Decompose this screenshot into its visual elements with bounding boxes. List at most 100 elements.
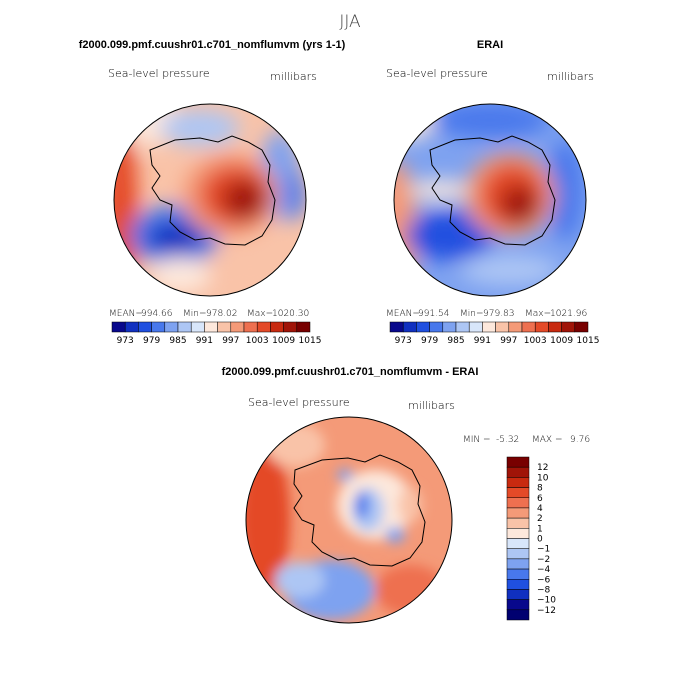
colorbar-tick-label: 1 xyxy=(537,524,543,534)
colorbar-tick-label: 997 xyxy=(222,336,239,346)
colorbar-tick-label: 12 xyxy=(537,463,548,473)
colorbar-tick-label: −8 xyxy=(537,585,551,595)
colorbar-swatch xyxy=(151,321,166,333)
colorbar-tick-label: 0 xyxy=(537,535,543,545)
colorbar-swatch xyxy=(455,321,470,333)
colorbar-swatch xyxy=(506,609,530,621)
colorbar-swatch xyxy=(506,548,530,560)
colorbar-tick-label: 979 xyxy=(143,336,160,346)
panel-obs: ERAI Sea-level pressure millibars MEAN= … xyxy=(386,39,600,346)
colorbar-tick-label: 979 xyxy=(421,336,438,346)
colorbar-tick-label: 991 xyxy=(474,336,491,346)
colorbar-swatch xyxy=(506,497,530,509)
colorbar-swatch xyxy=(561,321,576,333)
colorbar-swatch xyxy=(190,321,205,333)
panel-diff-units: millibars xyxy=(408,399,455,412)
panel-obs-mean-label: MEAN= xyxy=(386,309,420,319)
panel-model-mean-label: MEAN= xyxy=(109,309,143,319)
panel-model-max-label: Max= xyxy=(247,309,273,319)
colorbar-tick-label: −6 xyxy=(537,575,551,585)
panel-obs-title: ERAI xyxy=(477,39,503,51)
colorbar-tick-label: 985 xyxy=(169,336,186,346)
colorbar-swatch xyxy=(177,321,192,333)
panel-model-min: 978.02 xyxy=(206,309,238,319)
panel-model-mean: 994.66 xyxy=(141,309,173,319)
colorbar-tick-label: 997 xyxy=(500,336,517,346)
panel-obs-max: 1021.96 xyxy=(550,309,587,319)
colorbar-tick-label: 10 xyxy=(537,473,549,483)
colorbar-tick-label: 985 xyxy=(447,336,464,346)
colorbar-swatch xyxy=(506,589,530,600)
colorbar-swatch xyxy=(468,321,483,333)
colorbar-swatch xyxy=(124,321,139,333)
panel-model-map xyxy=(114,104,306,296)
colorbar-swatch xyxy=(482,321,496,333)
colorbar-tick-label: 973 xyxy=(117,336,134,346)
colorbar-swatch xyxy=(389,321,404,333)
panel-obs-min: 979.83 xyxy=(483,309,515,319)
colorbar-swatch xyxy=(506,517,530,529)
panel-obs-variable: Sea-level pressure xyxy=(386,67,488,80)
panel-model: f2000.099.pmf.cuushr01.c701_nomflumvm (y… xyxy=(79,39,346,346)
colorbar-tick-label: −12 xyxy=(537,606,556,616)
colorbar-swatch xyxy=(416,321,430,333)
colorbar-tick-label: 991 xyxy=(196,336,213,346)
colorbar-swatch xyxy=(506,599,530,611)
panel-diff-max-label: MAX = xyxy=(532,435,563,445)
panel-obs-map xyxy=(394,104,586,296)
colorbar-swatch xyxy=(506,466,530,478)
colorbar-swatch xyxy=(506,487,530,498)
colorbar-tick-label: 1015 xyxy=(577,336,600,346)
colorbar-swatch xyxy=(495,321,510,333)
colorbar-tick-label: −2 xyxy=(537,555,550,565)
panel-model-colorbar: 973 979 985 991 997 1003 1009 1015 xyxy=(111,321,321,346)
colorbar-tick-label: 1003 xyxy=(524,336,547,346)
panel-diff-min: -5.32 xyxy=(496,435,519,445)
antarctica-coastline xyxy=(293,454,426,567)
colorbar-swatch xyxy=(534,321,549,333)
colorbar-swatch xyxy=(508,321,523,333)
colorbar-swatch xyxy=(506,558,530,570)
colorbar-tick-label: 1003 xyxy=(246,336,269,346)
panel-obs-min-label: Min= xyxy=(460,309,484,319)
colorbar-swatch xyxy=(164,321,179,333)
panel-diff-min-label: MIN = xyxy=(463,435,491,445)
colorbar-tick-label: 6 xyxy=(537,494,543,504)
panel-diff-title: f2000.099.pmf.cuushr01.c701_nomflumvm - … xyxy=(222,366,479,378)
colorbar-tick-label: −1 xyxy=(537,545,550,555)
panel-model-max: 1020.30 xyxy=(272,309,309,319)
colorbar-swatch xyxy=(521,321,536,333)
colorbar-swatch xyxy=(283,321,298,333)
panel-diff-map xyxy=(246,417,452,623)
colorbar-swatch xyxy=(506,477,530,488)
panel-diff-variable: Sea-level pressure xyxy=(248,396,350,409)
colorbar-swatch xyxy=(506,579,530,590)
colorbar-swatch xyxy=(217,321,232,333)
antarctica-coastline xyxy=(149,135,276,246)
colorbar-tick-label: 973 xyxy=(395,336,412,346)
colorbar-tick-label: 4 xyxy=(537,504,543,514)
colorbar-swatch xyxy=(270,321,284,333)
colorbar-tick-label: −4 xyxy=(537,565,551,575)
colorbar-swatch xyxy=(111,321,126,333)
colorbar-swatch xyxy=(256,321,271,333)
colorbar-swatch xyxy=(429,321,444,333)
colorbar-tick-label: 1009 xyxy=(550,336,573,346)
colorbar-swatch xyxy=(574,321,589,333)
colorbar-tick-label: 1009 xyxy=(272,336,295,346)
colorbar-swatch xyxy=(204,321,218,333)
panel-obs-mean: 991.54 xyxy=(418,309,450,319)
colorbar-swatch xyxy=(548,321,562,333)
antarctica-coastline xyxy=(429,135,556,246)
colorbar-swatch xyxy=(442,321,457,333)
panel-obs-colorbar: 973 979 985 991 997 1003 1009 1015 xyxy=(389,321,600,346)
panel-diff: f2000.099.pmf.cuushr01.c701_nomflumvm - … xyxy=(222,366,590,624)
panel-model-units: millibars xyxy=(270,70,317,83)
colorbar-swatch xyxy=(402,321,417,333)
colorbar-swatch xyxy=(296,321,311,333)
colorbar-tick-label: 8 xyxy=(537,484,543,494)
panel-obs-units: millibars xyxy=(547,70,594,83)
colorbar-tick-label: 2 xyxy=(537,514,543,524)
